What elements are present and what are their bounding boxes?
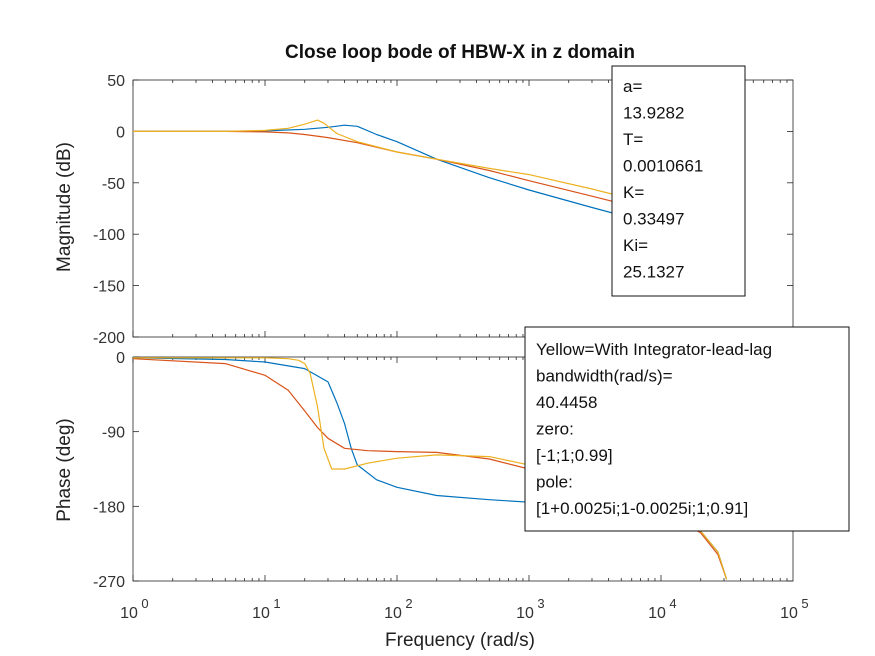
- phase-y-tick-label: -90: [102, 425, 125, 442]
- params-annotation-box: [611, 65, 746, 297]
- phase-y-tick-label: 0: [116, 350, 125, 367]
- magnitude-y-tick-label: 0: [116, 124, 125, 141]
- magnitude-y-tick-label: -200: [93, 330, 125, 347]
- chart-title: Close loop bode of HBW-X in z domain: [285, 42, 635, 63]
- x-tick-label-2: 102: [384, 596, 413, 622]
- magnitude-y-axis-label: Magnitude (dB): [54, 142, 75, 272]
- info-annotation-line: [1+0.0025i;1-0.0025i;1;0.91]: [536, 499, 748, 518]
- info-annotation-line: [-1;1;0.99]: [536, 446, 613, 465]
- params-annotation-line: K=: [623, 183, 644, 202]
- x-tick-label-base: 10: [516, 605, 534, 622]
- x-tick-label-4: 104: [648, 596, 677, 622]
- x-tick-label-base: 10: [384, 605, 402, 622]
- x-tick-label-3: 103: [516, 596, 545, 622]
- info-annotation-line: Yellow=With Integrator-lead-lag: [536, 340, 772, 359]
- params-annotation-line: Ki=: [623, 236, 648, 255]
- x-tick-label-base: 10: [780, 605, 798, 622]
- info-annotation-box: [524, 326, 850, 532]
- x-tick-label-exponent: 1: [273, 596, 280, 611]
- params-annotation-line: 25.1327: [623, 263, 684, 282]
- x-tick-label-1: 101: [252, 596, 281, 622]
- info-annotation-line: zero:: [536, 420, 574, 439]
- params-annotation-line: 0.33497: [623, 210, 684, 229]
- magnitude-y-tick-label: 50: [107, 73, 125, 90]
- x-tick-label-0: 100: [120, 596, 149, 622]
- phase-y-tick-label: -180: [93, 499, 125, 516]
- x-tick-label-exponent: 5: [801, 596, 808, 611]
- x-tick-label-base: 10: [648, 605, 666, 622]
- x-tick-label-exponent: 2: [405, 596, 412, 611]
- params-annotation-line: 0.0010661: [623, 157, 703, 176]
- magnitude-y-tick-label: -150: [93, 279, 125, 296]
- x-tick-label-5: 105: [780, 596, 809, 622]
- magnitude-y-tick-label: -100: [93, 227, 125, 244]
- params-annotation-line: 13.9282: [623, 104, 684, 123]
- magnitude-y-tick-label: -50: [102, 176, 125, 193]
- phase-y-tick-label: -270: [93, 574, 125, 591]
- x-tick-label-base: 10: [120, 605, 138, 622]
- x-tick-label-exponent: 3: [537, 596, 544, 611]
- x-axis-label: Frequency (rad/s): [385, 630, 535, 651]
- info-annotation-line: pole:: [536, 473, 573, 492]
- params-annotation-line: a=: [623, 77, 642, 96]
- x-tick-label-base: 10: [252, 605, 270, 622]
- params-annotation-line: T=: [623, 130, 643, 149]
- x-tick-label-exponent: 4: [669, 596, 676, 611]
- info-annotation-line: bandwidth(rad/s)=: [536, 367, 673, 386]
- info-annotation-line: 40.4458: [536, 393, 597, 412]
- x-tick-label-exponent: 0: [141, 596, 148, 611]
- phase-y-axis-label: Phase (deg): [54, 418, 75, 522]
